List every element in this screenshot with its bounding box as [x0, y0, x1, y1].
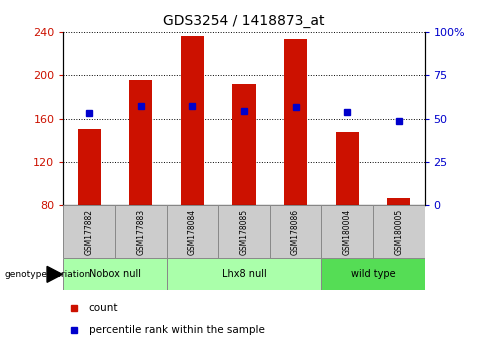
Text: percentile rank within the sample: percentile rank within the sample [89, 325, 264, 335]
FancyBboxPatch shape [63, 258, 166, 290]
FancyBboxPatch shape [270, 205, 322, 258]
Bar [336, 132, 359, 205]
Text: GSM177882: GSM177882 [85, 209, 94, 255]
Text: GSM180004: GSM180004 [343, 209, 352, 255]
Text: GDS3254 / 1418873_at: GDS3254 / 1418873_at [163, 14, 325, 28]
FancyBboxPatch shape [322, 205, 373, 258]
FancyBboxPatch shape [166, 205, 218, 258]
Bar [284, 39, 307, 205]
Text: wild type: wild type [351, 269, 395, 279]
Polygon shape [47, 266, 62, 282]
Text: GSM178085: GSM178085 [240, 209, 248, 255]
Bar [129, 80, 152, 205]
Bar [387, 198, 410, 205]
FancyBboxPatch shape [166, 258, 322, 290]
FancyBboxPatch shape [115, 205, 166, 258]
Text: count: count [89, 303, 118, 313]
Bar [78, 130, 101, 205]
FancyBboxPatch shape [63, 205, 115, 258]
Bar [181, 36, 204, 205]
Text: genotype/variation: genotype/variation [5, 270, 91, 279]
FancyBboxPatch shape [373, 205, 425, 258]
Text: GSM178086: GSM178086 [291, 209, 300, 255]
Text: Nobox null: Nobox null [89, 269, 141, 279]
Bar [232, 84, 256, 205]
FancyBboxPatch shape [218, 205, 270, 258]
FancyBboxPatch shape [322, 258, 425, 290]
Text: GSM180005: GSM180005 [394, 209, 403, 255]
Text: GSM177883: GSM177883 [136, 209, 145, 255]
Text: GSM178084: GSM178084 [188, 209, 197, 255]
Text: Lhx8 null: Lhx8 null [222, 269, 266, 279]
